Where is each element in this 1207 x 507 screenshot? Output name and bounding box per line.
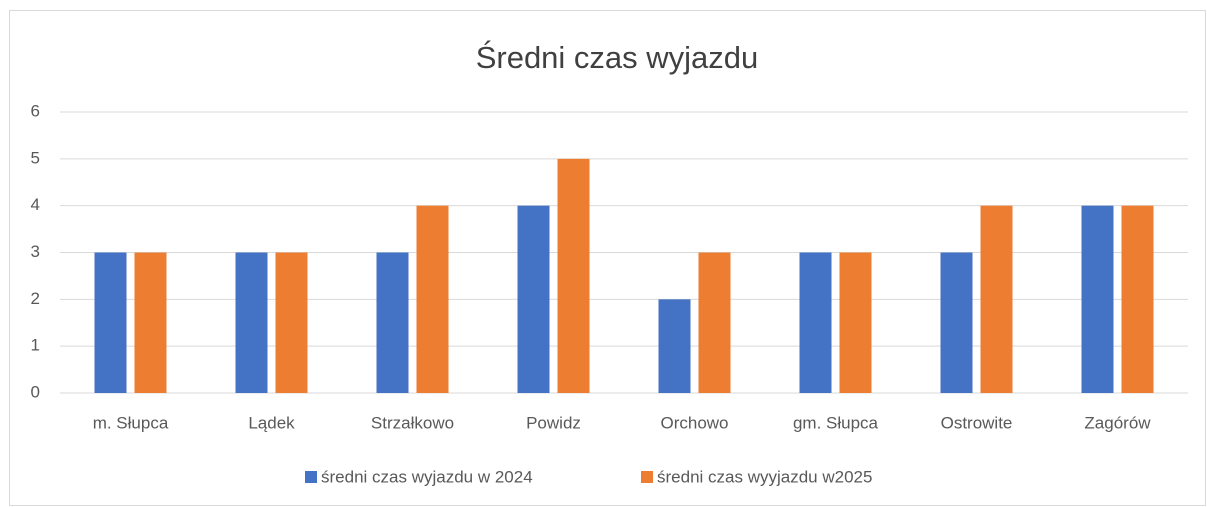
bar — [557, 158, 590, 393]
x-tick-label: Strzałkowo — [371, 413, 454, 432]
x-tick-label: Zagórów — [1084, 413, 1151, 432]
bar — [134, 252, 167, 393]
bar — [980, 205, 1013, 393]
y-tick-label: 1 — [31, 336, 40, 355]
bar — [376, 252, 409, 393]
y-tick-label: 0 — [31, 382, 40, 401]
x-tick-label: Orchowo — [660, 413, 728, 432]
x-tick-label: Ostrowite — [941, 413, 1013, 432]
legend-swatch — [641, 471, 653, 483]
y-tick-label: 3 — [31, 242, 40, 261]
legend-swatch — [305, 471, 317, 483]
bar — [235, 252, 268, 393]
y-tick-label: 5 — [31, 148, 40, 167]
chart-frame — [9, 10, 1206, 506]
x-tick-label: Powidz — [526, 413, 581, 432]
legend-label: średni czas wyjazdu w 2024 — [321, 467, 533, 486]
chart-title: Średni czas wyjazdu — [476, 39, 759, 75]
x-tick-label: m. Słupca — [93, 413, 169, 432]
legend-label: średni czas wyyjazdu w2025 — [657, 467, 872, 486]
bar — [275, 252, 308, 393]
bar — [94, 252, 127, 393]
bar — [517, 205, 550, 393]
x-tick-label: gm. Słupca — [793, 413, 879, 432]
bar — [698, 252, 731, 393]
bar — [416, 205, 449, 393]
bar — [658, 299, 691, 393]
y-tick-label: 2 — [31, 289, 40, 308]
bar — [940, 252, 973, 393]
bar — [1081, 205, 1114, 393]
y-tick-label: 6 — [31, 101, 40, 120]
y-tick-label: 4 — [31, 195, 40, 214]
bar — [1121, 205, 1154, 393]
bar — [799, 252, 832, 393]
x-tick-label: Lądek — [248, 413, 295, 432]
bar — [839, 252, 872, 393]
